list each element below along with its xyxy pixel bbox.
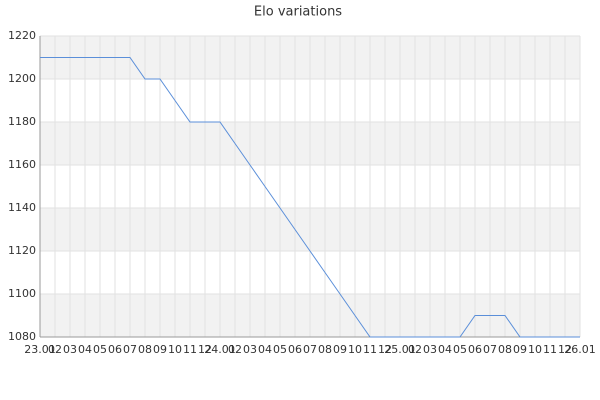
x-tick-label: 06 <box>108 343 122 356</box>
x-tick-label: 03 <box>423 343 437 356</box>
x-tick-label: 09 <box>513 343 527 356</box>
x-tick-label: 08 <box>138 343 152 356</box>
x-tick-label: 26.01 <box>564 343 596 356</box>
x-tick-label: 05 <box>93 343 107 356</box>
y-tick-label: 1160 <box>8 158 36 171</box>
x-tick-label: 04 <box>78 343 92 356</box>
x-tick-label: 04 <box>438 343 452 356</box>
x-tick-label: 02 <box>48 343 62 356</box>
x-tick-label: 12 <box>378 343 392 356</box>
y-tick-label: 1140 <box>8 201 36 214</box>
x-tick-label: 24.01 <box>204 343 236 356</box>
x-tick-label: 02 <box>228 343 242 356</box>
x-tick-label: 07 <box>123 343 137 356</box>
x-tick-label: 03 <box>243 343 257 356</box>
x-tick-label: 03 <box>63 343 77 356</box>
x-tick-label: 12 <box>198 343 212 356</box>
x-tick-label: 11 <box>363 343 377 356</box>
x-tick-label: 23.01 <box>24 343 56 356</box>
x-tick-label: 06 <box>288 343 302 356</box>
x-tick-label: 11 <box>183 343 197 356</box>
x-tick-label: 10 <box>528 343 542 356</box>
y-tick-label: 1120 <box>8 244 36 257</box>
x-tick-label: 05 <box>273 343 287 356</box>
y-tick-label: 1180 <box>8 115 36 128</box>
x-tick-label: 06 <box>468 343 482 356</box>
x-tick-label: 08 <box>498 343 512 356</box>
y-tick-label: 1220 <box>8 29 36 42</box>
x-tick-label: 10 <box>168 343 182 356</box>
x-tick-label: 08 <box>318 343 332 356</box>
data-line <box>40 57 580 338</box>
x-tick-label: 07 <box>483 343 497 356</box>
x-tick-label: 04 <box>258 343 272 356</box>
x-tick-label: 25.01 <box>384 343 416 356</box>
chart-title: Elo variations <box>254 5 342 20</box>
x-tick-label: 09 <box>333 343 347 356</box>
x-tick-label: 05 <box>453 343 467 356</box>
x-tick-label: 07 <box>303 343 317 356</box>
x-tick-label: 12 <box>558 343 572 356</box>
x-tick-label: 11 <box>543 343 557 356</box>
x-tick-label: 02 <box>408 343 422 356</box>
y-tick-label: 1200 <box>8 72 36 85</box>
y-tick-label: 1080 <box>8 330 36 343</box>
x-tick-label: 09 <box>153 343 167 356</box>
y-tick-label: 1100 <box>8 287 36 300</box>
x-tick-label: 10 <box>348 343 362 356</box>
